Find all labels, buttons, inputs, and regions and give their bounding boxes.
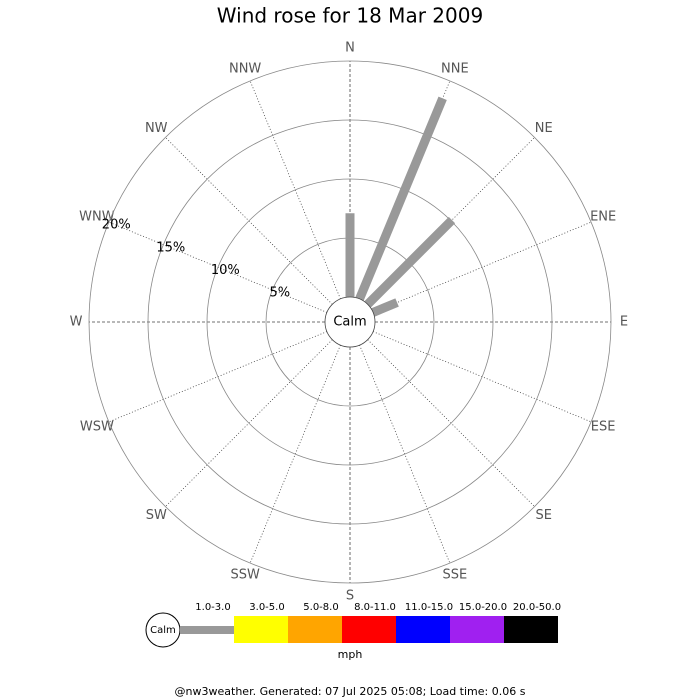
direction-label: SE [536,508,552,523]
direction-label: N [345,41,355,56]
ring-label: 5% [269,285,290,300]
ring [88,60,612,584]
legend-swatch [288,616,342,643]
direction-label: SSE [442,568,467,583]
direction-label: ENE [590,210,616,225]
legend-swatch [342,616,396,643]
direction-label: E [620,315,628,330]
direction-label: WSW [80,419,114,434]
ring [206,178,494,466]
chart-title: Wind rose for 18 Mar 2009 [217,4,483,28]
legend-label: 3.0-5.0 [249,602,284,613]
direction-label: WNW [79,210,115,225]
legend-label: 5.0-8.0 [303,602,338,613]
calm-label: Calm [333,315,366,330]
legend-label: 11.0-15.0 [405,602,453,613]
legend-label: 1.0-3.0 [195,602,230,613]
ring-label: 15% [156,240,185,255]
legend-swatch [396,616,450,643]
direction-label: SW [146,508,167,523]
direction-label: NNW [229,61,261,76]
direction-label: SSW [230,568,260,583]
direction-label: NE [535,121,553,136]
direction-label: NW [145,121,168,136]
direction-label: NNE [441,61,469,76]
legend-swatch [180,626,234,634]
legend-unit: mph [338,648,363,661]
ring-label: 10% [211,263,240,278]
ring [147,119,553,525]
legend-swatch [450,616,504,643]
legend-label: 15.0-20.0 [459,602,507,613]
ring-label: 20% [102,218,131,233]
direction-label: W [70,315,83,330]
legend-swatch [504,616,558,643]
footer: @nw3weather. Generated: 07 Jul 2025 05:0… [175,685,526,698]
legend-label: 8.0-11.0 [354,602,396,613]
legend-label: 20.0-50.0 [513,602,561,613]
legend-swatch [234,616,288,643]
bar [364,216,456,308]
calm-circle [324,296,376,348]
legend-calm-label: Calm [150,625,176,636]
direction-label: S [346,589,354,604]
direction-label: ESE [591,419,616,434]
bar [371,298,399,317]
bar [355,96,447,301]
